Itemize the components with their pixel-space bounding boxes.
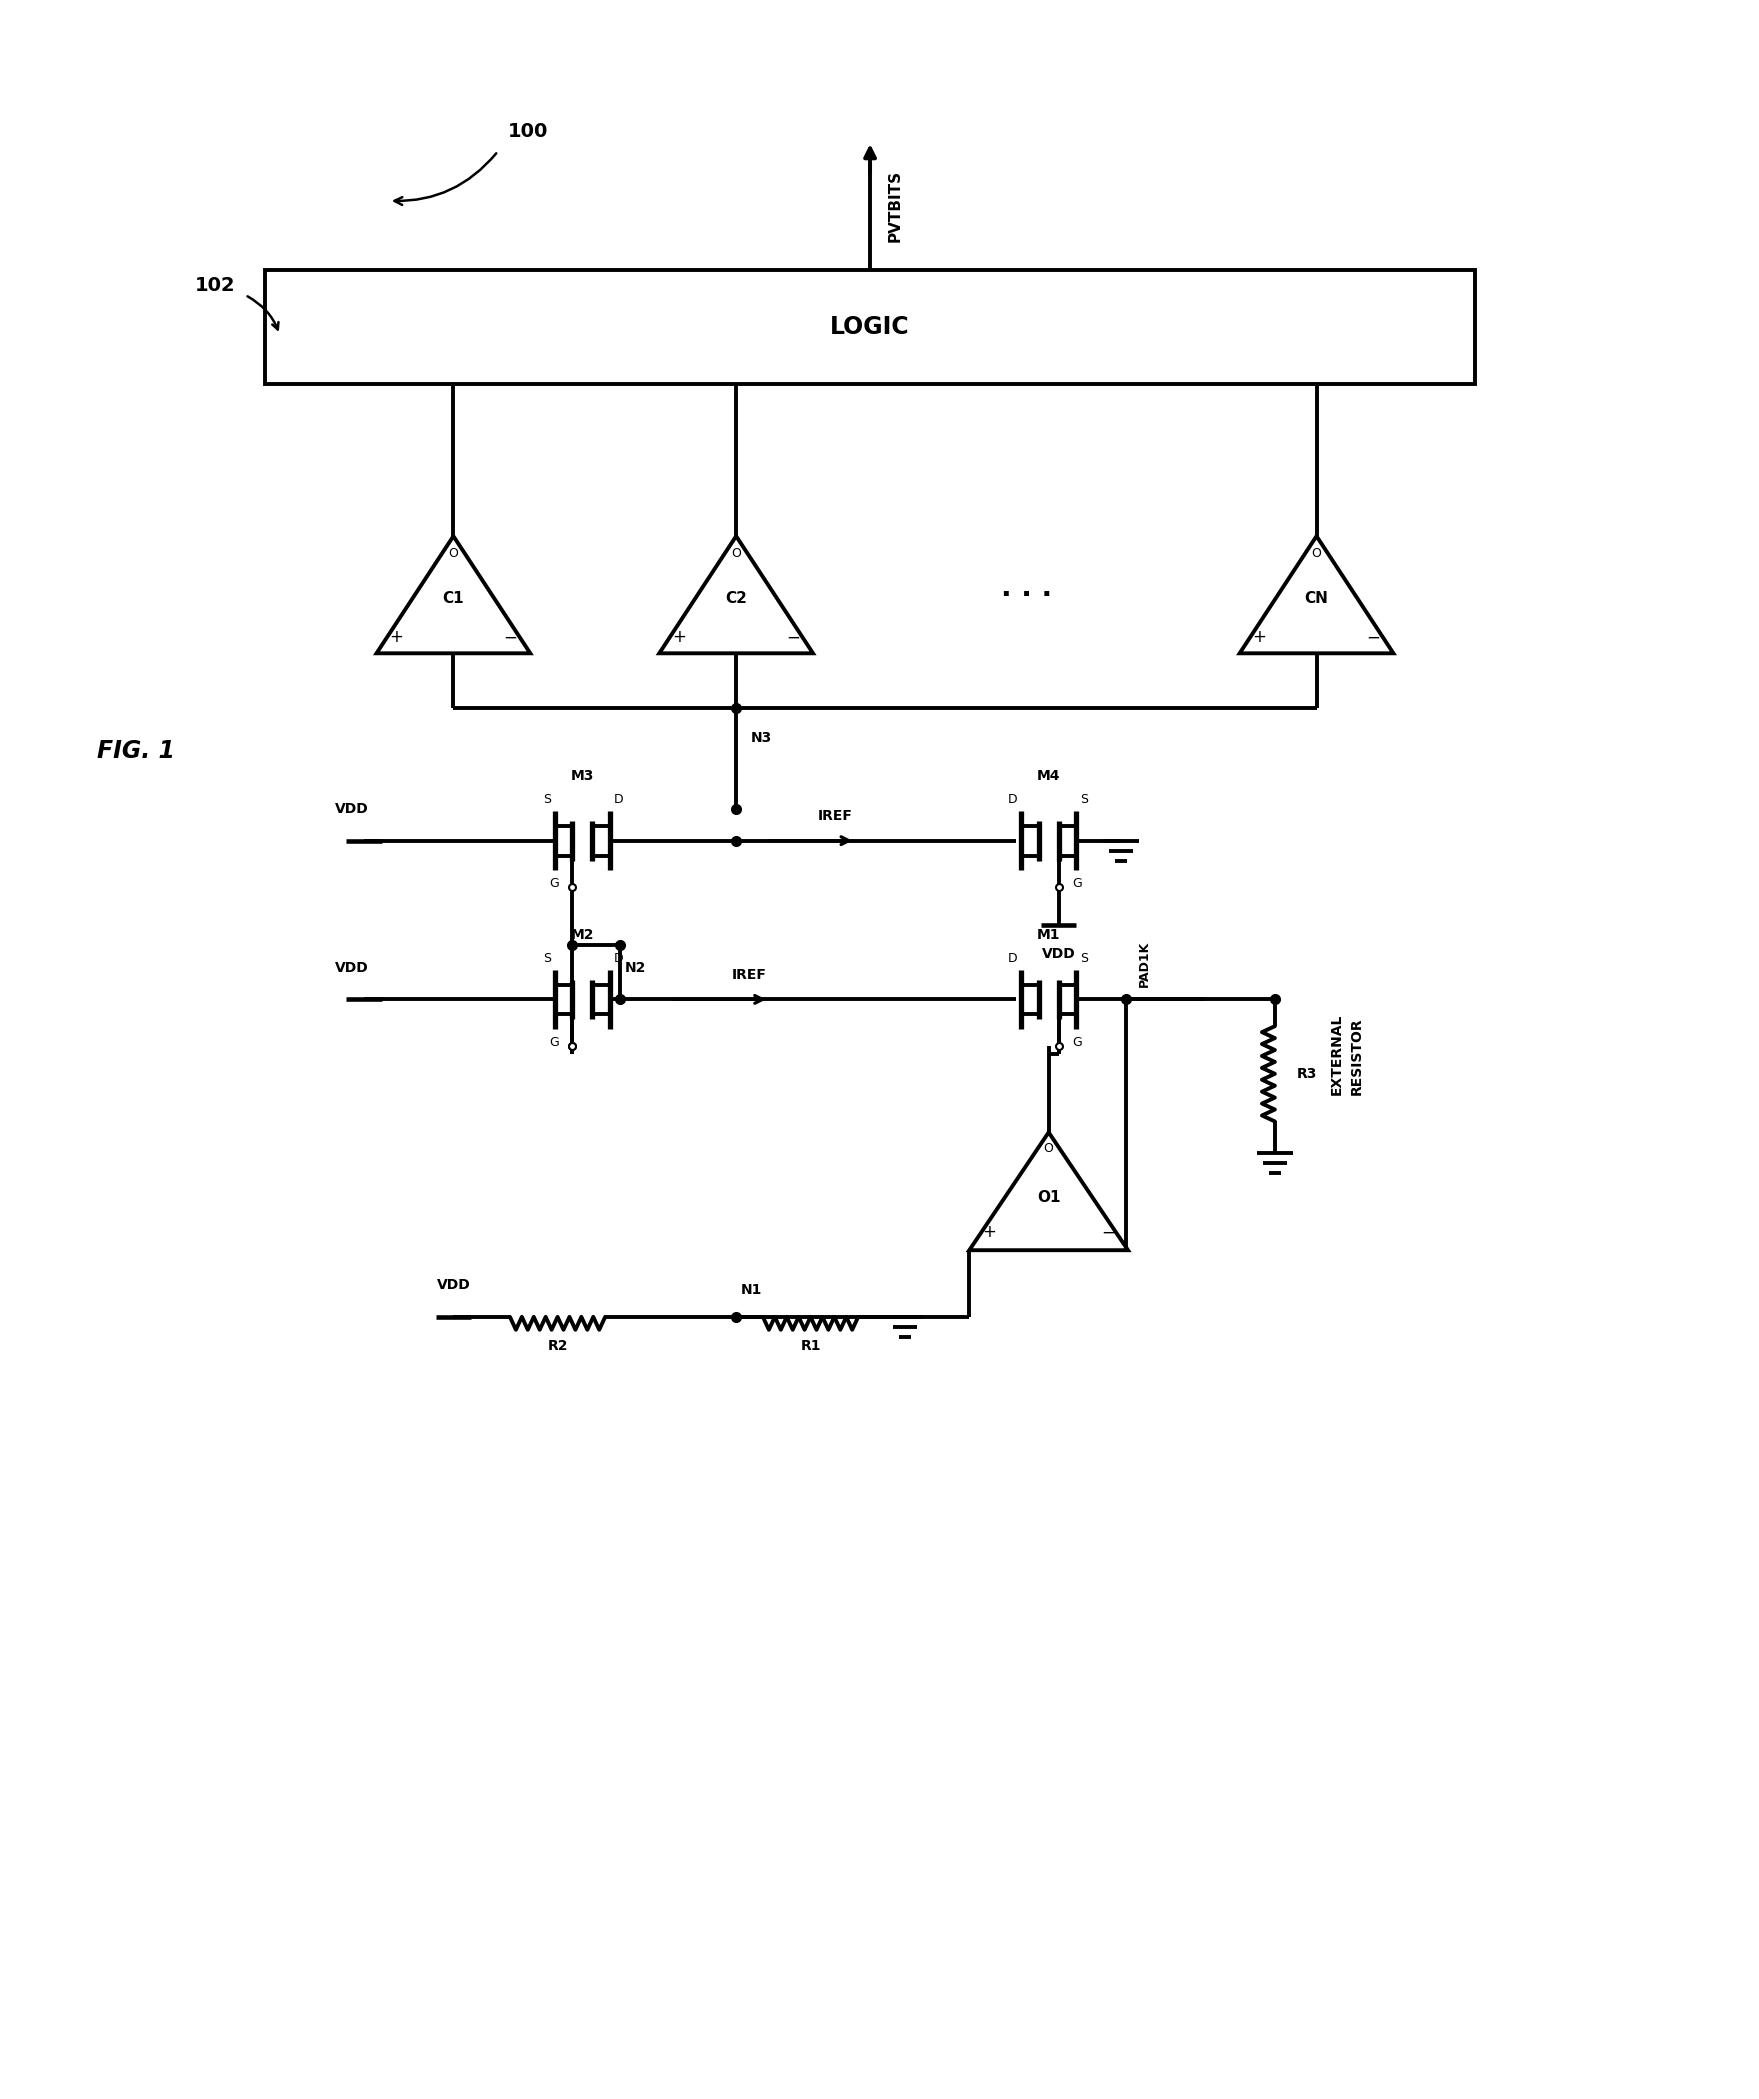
Text: −: − [1101, 1224, 1115, 1241]
Text: O: O [449, 548, 459, 560]
Bar [266, 271, 1476, 384]
Text: VDD: VDD [436, 1278, 470, 1293]
Text: −: − [786, 628, 800, 646]
Text: VDD: VDD [1041, 947, 1075, 961]
Text: IREF: IREF [818, 808, 853, 823]
Text: N1: N1 [741, 1282, 762, 1297]
FancyArrowPatch shape [394, 153, 496, 206]
Text: 102: 102 [195, 275, 236, 294]
Text: M4: M4 [1036, 768, 1061, 783]
Text: O1: O1 [1036, 1190, 1061, 1205]
Text: O: O [732, 548, 741, 560]
Text: CN: CN [1305, 592, 1328, 607]
Text: . . .: . . . [1001, 573, 1052, 602]
Text: S: S [1080, 951, 1089, 966]
Text: D: D [1008, 951, 1018, 966]
Text: PVTBITS: PVTBITS [888, 170, 902, 241]
FancyArrowPatch shape [248, 296, 278, 330]
Text: +: + [672, 628, 686, 646]
Text: R2: R2 [547, 1339, 568, 1352]
Text: S: S [542, 793, 551, 806]
Text: VDD: VDD [336, 802, 369, 817]
Text: +: + [389, 628, 403, 646]
Text: G: G [1073, 877, 1082, 890]
Text: D: D [614, 793, 623, 806]
Text: O: O [1312, 548, 1321, 560]
Text: M2: M2 [570, 928, 595, 942]
Text: N2: N2 [624, 961, 646, 974]
Text: IREF: IREF [732, 968, 767, 982]
Text: M1: M1 [1036, 928, 1061, 942]
Text: C1: C1 [443, 592, 464, 607]
Text: D: D [614, 951, 623, 966]
Text: O: O [1043, 1142, 1054, 1154]
Text: S: S [1080, 793, 1089, 806]
Text: R3: R3 [1296, 1066, 1317, 1081]
Text: N3: N3 [751, 730, 772, 745]
Text: FIG. 1: FIG. 1 [97, 739, 174, 764]
Text: LOGIC: LOGIC [830, 315, 909, 340]
Text: D: D [1008, 793, 1018, 806]
Text: 100: 100 [508, 122, 549, 141]
Text: G: G [1073, 1035, 1082, 1050]
Text: VDD: VDD [336, 961, 369, 974]
Text: C2: C2 [725, 592, 748, 607]
Text: −: − [1367, 628, 1381, 646]
Text: −: − [503, 628, 517, 646]
Text: S: S [542, 951, 551, 966]
Text: G: G [549, 877, 559, 890]
Text: R1: R1 [800, 1339, 821, 1352]
Text: PAD1K: PAD1K [1138, 940, 1150, 987]
Text: M3: M3 [570, 768, 595, 783]
Text: EXTERNAL
RESISTOR: EXTERNAL RESISTOR [1330, 1014, 1363, 1096]
Text: +: + [1252, 628, 1266, 646]
Text: G: G [549, 1035, 559, 1050]
Text: +: + [982, 1224, 996, 1241]
